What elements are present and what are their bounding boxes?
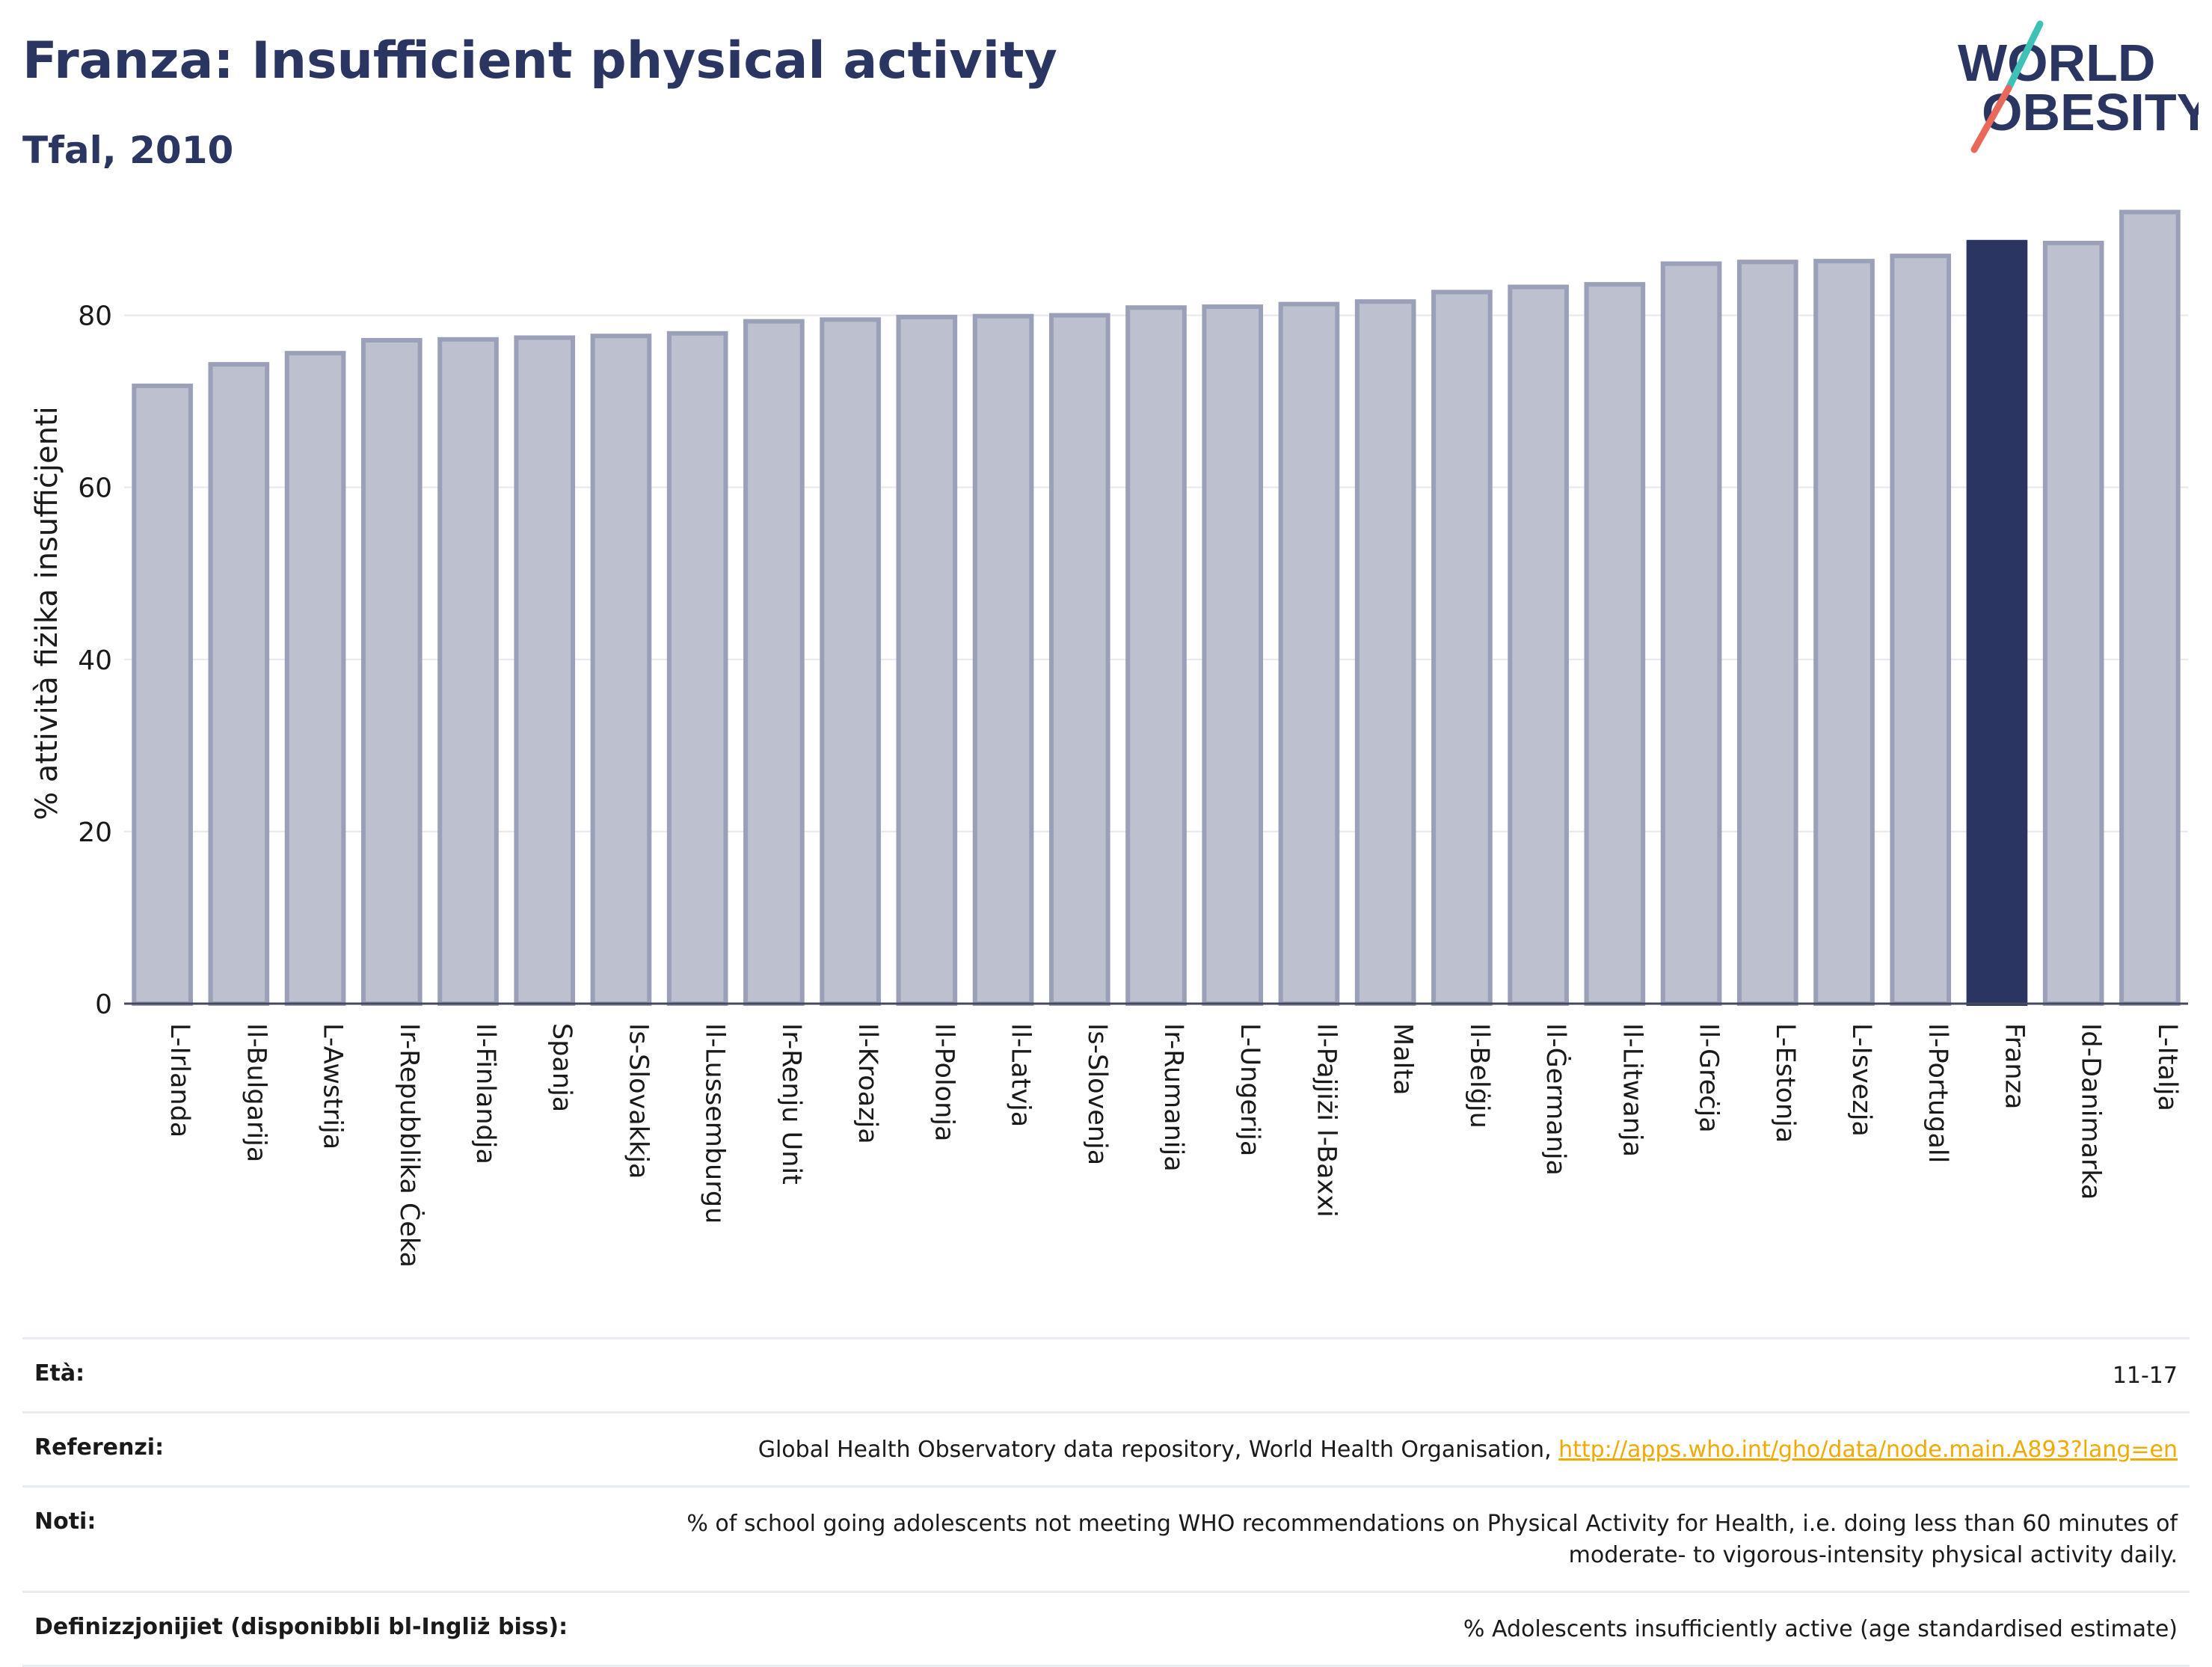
bar-country [360, 337, 423, 1006]
bar-country [1813, 259, 1875, 1007]
y-tick-label: 40 [78, 645, 112, 676]
x-tick-label: Il-Finlandja [470, 1023, 500, 1164]
bar-country [896, 314, 958, 1006]
definitions-value: % Adolescents insufficiently active (age… [1463, 1616, 2178, 1642]
bar-country [2119, 209, 2181, 1006]
x-tick-label: Il-Greċja [1694, 1023, 1724, 1133]
bar-country [820, 317, 881, 1006]
bar-country [1660, 261, 1722, 1006]
x-tick-label: Ir-Rumanija [1158, 1023, 1188, 1172]
notes-line-1: % of school going adolescents not meetin… [686, 1511, 2178, 1537]
x-tick-label: Ir-Repubblika Ċeka [394, 1023, 425, 1268]
notes-line-2: moderate- to vigorous-intensity physical… [1568, 1542, 2178, 1568]
x-tick-label: L-Ungerija [1235, 1023, 1265, 1156]
x-tick-label: Il-Litwanja [1617, 1023, 1647, 1157]
y-tick-label: 0 [95, 989, 112, 1020]
logo-slash-teal [2005, 20, 2044, 92]
x-tick-label: L-Italja [2152, 1023, 2182, 1111]
references-link[interactable]: http://apps.who.int/gho/data/node.main.A… [1558, 1437, 2178, 1463]
y-axis-label: % attività fiżika insuffiċjenti [30, 406, 64, 820]
x-tick-label: Il-Lussemburgu [700, 1023, 730, 1224]
page-title: Franza: Insufficient physical activity [22, 31, 1057, 90]
tick-labels: 0 20 40 60 80 L-Irlanda Il-Bulgarija L-Awstrija… [78, 301, 2182, 1268]
logo-text-obesity: OBESITY [1982, 83, 2199, 141]
y-tick-label: 20 [78, 817, 112, 848]
bar-country [1736, 260, 1798, 1006]
bar-country [666, 331, 728, 1006]
chart-footer: Età: 11-17 Referenzi: Global Health Obse… [22, 1337, 2190, 1667]
x-tick-label: Il-Kroazja [852, 1023, 882, 1144]
references-value: Global Health Observatory data repositor… [758, 1434, 2178, 1466]
x-tick-label: Is-Slovakkja [623, 1023, 653, 1179]
bar-country [1508, 284, 1569, 1006]
x-tick-label: Spanja [547, 1023, 577, 1112]
x-tick-label: Is-Slovenja [1082, 1023, 1112, 1165]
bar-country [514, 335, 576, 1006]
x-tick-label: Il-Portugall [1923, 1023, 1953, 1163]
y-tick-label: 60 [78, 473, 112, 504]
x-tick-label: Il-Pajjiżi l-Baxxi [1311, 1023, 1341, 1218]
bar-country [284, 351, 346, 1006]
x-tick-label: L-Irlanda [165, 1023, 194, 1138]
bar-country [1354, 299, 1416, 1006]
logo-slash-coral [1970, 85, 2012, 153]
world-obesity-logo: WORLD OBESITY [1958, 20, 2199, 153]
bar-country [1431, 289, 1493, 1006]
bar-country [132, 383, 193, 1006]
x-tick-label: Il-Polonja [929, 1023, 959, 1141]
bar-chart: 0 20 40 60 80 L-Irlanda Il-Bulgarija L-Awstrija… [30, 209, 2188, 1268]
notes-label: Noti: [34, 1508, 96, 1535]
bar-country [972, 313, 1034, 1006]
age-label: Età: [34, 1360, 85, 1387]
bar-country [743, 319, 805, 1006]
bar-country [1202, 304, 1264, 1006]
x-tick-label: Id-Danimarka [2076, 1023, 2106, 1200]
bar-country [1890, 254, 1952, 1006]
footer-row-age: Età: 11-17 [22, 1337, 2190, 1411]
x-tick-label: Malta [1388, 1023, 1418, 1096]
bar-country [590, 334, 652, 1006]
page-subtitle: Tfal, 2010 [22, 129, 234, 172]
x-tick-label: Il-Bulgarija [241, 1023, 271, 1162]
x-tick-label: L-Isvezja [1846, 1023, 1876, 1137]
bar-country [208, 362, 270, 1007]
bar-country [1584, 282, 1646, 1007]
x-tick-label: Franza [1999, 1023, 2029, 1109]
bar-country [1278, 301, 1340, 1006]
bar-country [1048, 313, 1110, 1006]
x-tick-label: Il-Belġju [1464, 1023, 1494, 1129]
logo-text-world: WORLD [1958, 34, 2155, 92]
footer-row-references: Referenzi: Global Health Observatory dat… [22, 1411, 2190, 1485]
notes-value: % of school going adolescents not meetin… [686, 1508, 2178, 1571]
bar-highlight [1966, 239, 2028, 1007]
y-tick-label: 80 [78, 301, 112, 332]
x-tick-label: Il-Latvja [1006, 1023, 1036, 1127]
age-value: 11-17 [2112, 1363, 2178, 1389]
x-tick-label: L-Estonja [1770, 1023, 1800, 1143]
x-tick-label: Il-Ġermanja [1540, 1023, 1572, 1176]
bar-country [1125, 305, 1187, 1007]
references-text: Global Health Observatory data repositor… [758, 1437, 1559, 1463]
bar-country [437, 337, 499, 1006]
footer-row-notes: Noti: % of school going adolescents not … [22, 1485, 2190, 1591]
definitions-label: Definizzjonijiet (disponibbli bl-Ingliż … [34, 1614, 568, 1640]
references-label: Referenzi: [34, 1434, 165, 1461]
x-tick-label: L-Awstrija [318, 1023, 348, 1149]
footer-row-definitions: Definizzjonijiet (disponibbli bl-Ingliż … [22, 1591, 2190, 1667]
bar-country [2042, 240, 2104, 1006]
bars [132, 209, 2181, 1007]
x-tick-label: Ir-Renju Unit [776, 1023, 806, 1185]
